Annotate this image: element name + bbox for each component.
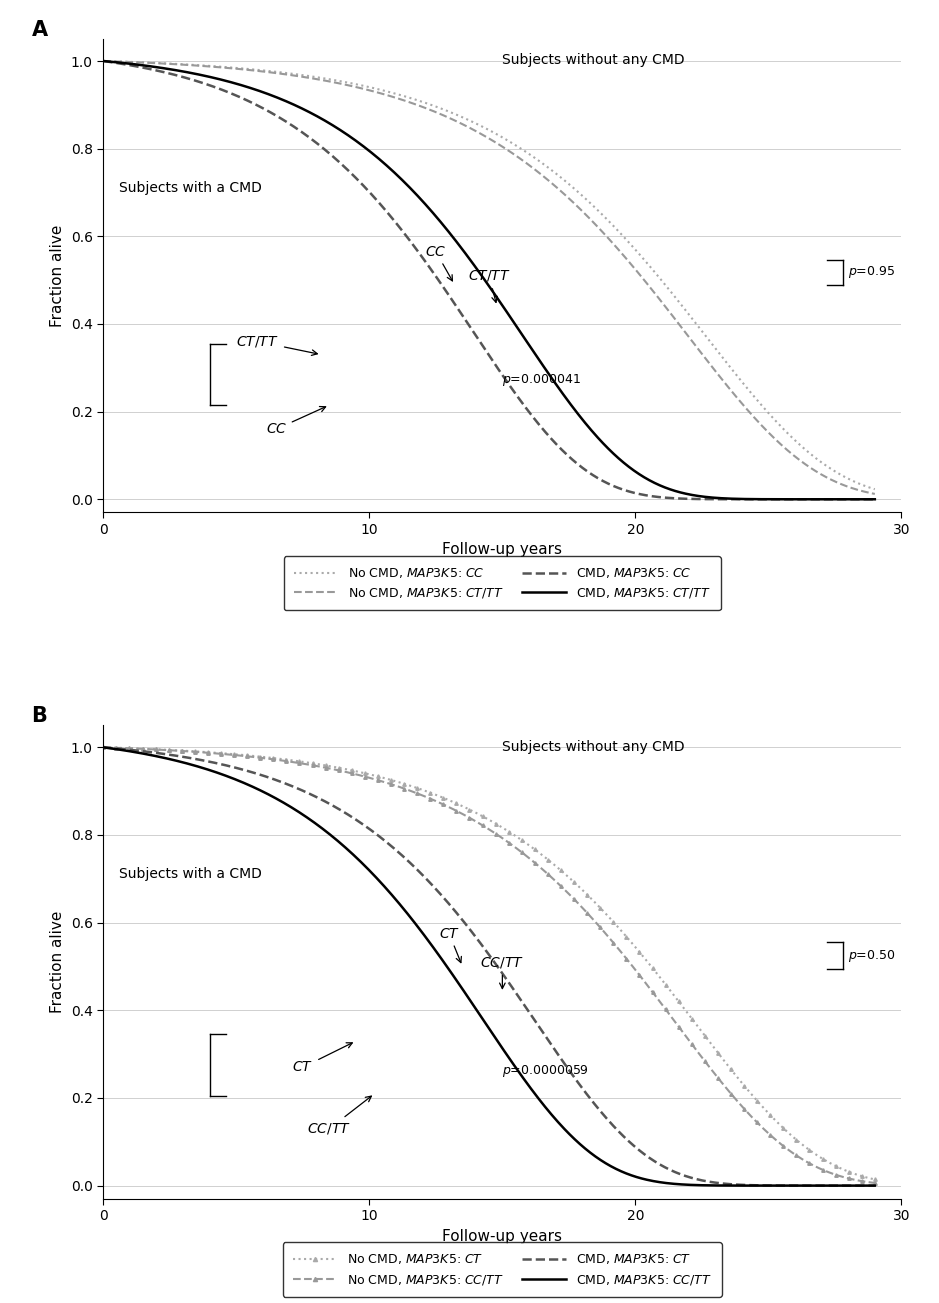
Text: $p$=0.0000059: $p$=0.0000059 [502,1063,589,1079]
Text: Subjects without any CMD: Subjects without any CMD [502,740,685,753]
Text: $p$=0.95: $p$=0.95 [848,265,896,280]
Text: A: A [32,20,48,40]
Text: $\it{CC/TT}$: $\it{CC/TT}$ [307,1096,371,1136]
Y-axis label: Fraction alive: Fraction alive [51,911,66,1014]
X-axis label: Follow-up years: Follow-up years [442,542,562,558]
Text: $p$=0.000041: $p$=0.000041 [502,371,581,388]
Text: $\it{CC/TT}$: $\it{CC/TT}$ [481,955,524,989]
Text: $\it{CT}$: $\it{CT}$ [292,1042,352,1074]
Text: Subjects with a CMD: Subjects with a CMD [119,868,262,881]
Text: $p$=0.50: $p$=0.50 [848,947,896,963]
Y-axis label: Fraction alive: Fraction alive [51,224,66,327]
Text: B: B [32,706,47,727]
Legend: No CMD, $\mathit{MAP3K5}$: $\mathit{CT}$, No CMD, $\mathit{MAP3K5}$: $\mathit{CC: No CMD, $\mathit{MAP3K5}$: $\mathit{CT}$… [283,1242,722,1296]
X-axis label: Follow-up years: Follow-up years [442,1229,562,1244]
Text: $\it{CC}$: $\it{CC}$ [425,245,453,281]
Text: $\it{CC}$: $\it{CC}$ [266,407,326,437]
Legend: No CMD, $\mathit{MAP3K5}$: $\mathit{CC}$, No CMD, $\mathit{MAP3K5}$: $\mathit{CT: No CMD, $\mathit{MAP3K5}$: $\mathit{CC}$… [284,556,721,610]
Text: Subjects with a CMD: Subjects with a CMD [119,181,262,195]
Text: $\it{CT/TT}$: $\it{CT/TT}$ [468,268,511,302]
Text: $\it{CT}$: $\it{CT}$ [439,926,461,963]
Text: $\it{CT/TT}$: $\it{CT/TT}$ [237,334,317,356]
Text: Subjects without any CMD: Subjects without any CMD [502,53,685,68]
